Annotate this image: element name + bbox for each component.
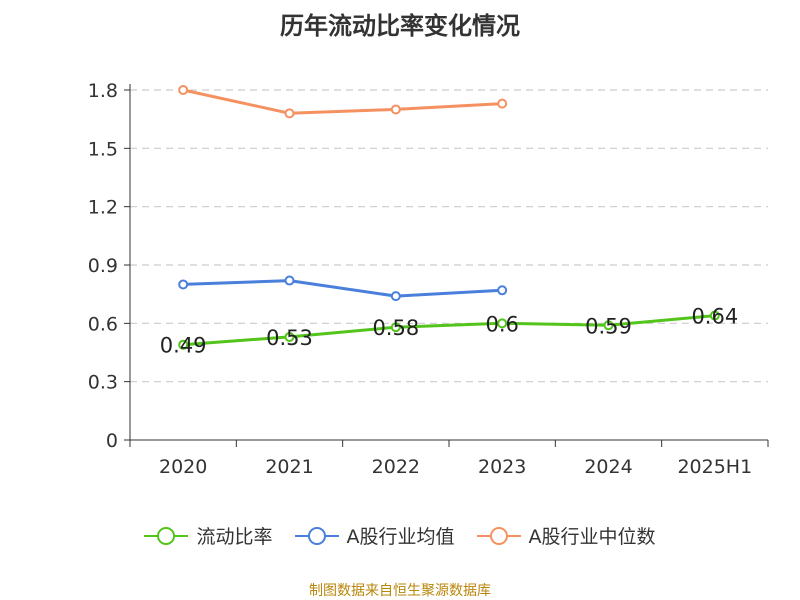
- series-line: [183, 279, 503, 298]
- legend-line-circle-icon: [144, 526, 189, 545]
- y-tick-label: 0: [106, 430, 118, 452]
- data-point: [178, 339, 189, 350]
- y-tick-label: 0.6: [88, 313, 118, 335]
- legend-label: A股行业中位数: [528, 526, 656, 548]
- data-point: [284, 331, 295, 342]
- y-tick-label: 0.3: [88, 372, 118, 394]
- data-label: 0.49: [160, 334, 207, 358]
- data-point: [497, 318, 508, 329]
- data-label: 0.64: [691, 305, 738, 329]
- x-tick-label: 2025H1: [677, 456, 752, 478]
- y-tick-label: 1.8: [88, 80, 118, 102]
- legend: 流动比率 A股行业均值 A股行业中位数: [0, 522, 800, 549]
- data-point: [178, 279, 189, 290]
- data-point: [390, 322, 401, 333]
- data-point: [497, 285, 508, 296]
- legend-label: 流动比率: [196, 526, 273, 548]
- data-point: [284, 108, 295, 119]
- x-tick-label: 2022: [372, 456, 420, 478]
- legend-item-industry-median[interactable]: A股行业中位数: [476, 522, 656, 549]
- data-label: 0.6: [485, 312, 518, 336]
- data-point: [284, 275, 295, 286]
- data-point: [709, 310, 720, 321]
- data-point: [603, 320, 614, 331]
- x-tick-label: 2023: [478, 456, 526, 478]
- data-point: [497, 98, 508, 109]
- legend-label: A股行业均值: [346, 526, 455, 548]
- x-tick-label: 2021: [265, 456, 313, 478]
- chart-title: 历年流动比率变化情况: [280, 12, 520, 40]
- data-source-note: 制图数据来自恒生聚源数据库: [309, 583, 491, 599]
- y-tick-label: 1.5: [88, 138, 118, 160]
- data-label: 0.58: [372, 316, 419, 340]
- data-point: [390, 104, 401, 115]
- x-tick-label: 2024: [584, 456, 632, 478]
- y-tick-label: 0.9: [88, 255, 118, 277]
- legend-item-current-ratio[interactable]: 流动比率: [144, 522, 273, 549]
- data-point: [178, 85, 189, 95]
- legend-item-industry-average[interactable]: A股行业均值: [294, 522, 455, 549]
- data-point: [390, 291, 401, 302]
- data-label: 0.59: [585, 314, 632, 338]
- legend-line-circle-icon: [294, 526, 339, 545]
- x-tick-label: 2020: [159, 456, 207, 478]
- series-line: [182, 88, 503, 115]
- y-tick-label: 1.2: [88, 197, 118, 219]
- series-line: [183, 314, 715, 347]
- data-label: 0.53: [266, 326, 313, 350]
- legend-line-circle-icon: [476, 526, 521, 545]
